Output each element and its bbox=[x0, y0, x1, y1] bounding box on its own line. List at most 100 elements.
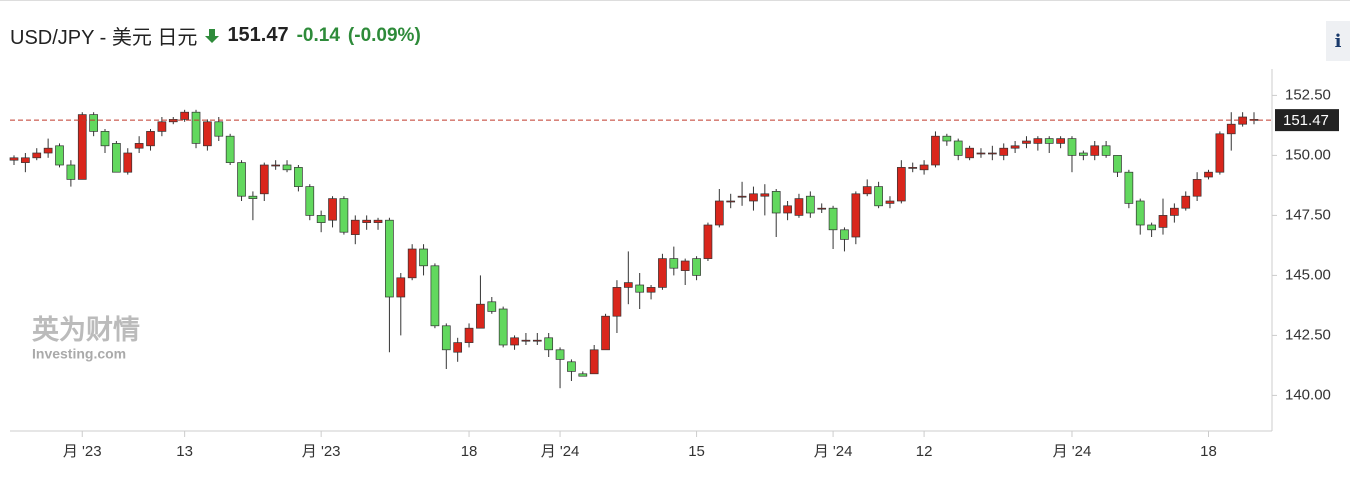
candle-body bbox=[851, 193, 861, 238]
y-tick-label: 142.50 bbox=[1285, 326, 1331, 343]
candle-body bbox=[953, 140, 963, 156]
candle-body bbox=[919, 164, 929, 171]
candle-body bbox=[1090, 145, 1100, 156]
candle-body bbox=[1079, 152, 1088, 156]
candle-body bbox=[123, 152, 133, 173]
candle-body bbox=[1147, 224, 1156, 231]
candle-body bbox=[1135, 200, 1145, 226]
candle-body bbox=[623, 282, 633, 288]
down-arrow bbox=[205, 28, 220, 43]
candle-body bbox=[567, 361, 576, 372]
candle-body bbox=[32, 152, 42, 159]
watermark-cn: 英为财情 bbox=[32, 315, 140, 345]
last-price-box bbox=[1275, 109, 1339, 132]
candle-body bbox=[987, 152, 997, 155]
x-tick-label: 18 bbox=[1200, 443, 1217, 460]
candle-body bbox=[749, 193, 758, 202]
last-price: 151.47 bbox=[227, 24, 289, 46]
candle-body bbox=[658, 258, 667, 288]
info-button[interactable]: i bbox=[1326, 21, 1350, 61]
candle-body bbox=[1056, 138, 1065, 144]
y-tick-label: 140.00 bbox=[1285, 386, 1331, 403]
candle-body bbox=[134, 143, 144, 149]
x-tick-label: 12 bbox=[916, 443, 933, 460]
candle-body bbox=[1215, 133, 1225, 173]
candle-body bbox=[510, 337, 519, 346]
pair-title: USD/JPY - 美元 日元 bbox=[10, 27, 198, 49]
candle-body bbox=[203, 121, 212, 147]
candle-body bbox=[259, 164, 269, 195]
candle-body bbox=[601, 315, 610, 351]
candle-body bbox=[385, 219, 394, 298]
candle-body bbox=[100, 131, 110, 147]
x-tick-label: 18 bbox=[461, 443, 478, 460]
candle-body bbox=[66, 164, 76, 180]
candle-body bbox=[112, 143, 121, 173]
candle-body bbox=[1022, 140, 1031, 144]
candle-body bbox=[783, 205, 792, 214]
candle-body bbox=[908, 167, 918, 169]
candle-body bbox=[225, 135, 235, 163]
candle-body bbox=[419, 248, 428, 267]
candle-body bbox=[612, 287, 622, 317]
candle-body bbox=[896, 167, 906, 202]
candle-body bbox=[999, 147, 1009, 156]
candle-body bbox=[1124, 171, 1134, 204]
candle-body bbox=[1181, 195, 1191, 209]
candle-body bbox=[714, 200, 724, 226]
candle-body bbox=[21, 157, 30, 163]
y-tick-label: 147.50 bbox=[1285, 206, 1331, 223]
candle-body bbox=[350, 219, 360, 235]
candle-body bbox=[874, 186, 883, 207]
candle-body bbox=[976, 152, 986, 155]
candle-body bbox=[1192, 179, 1202, 197]
candle-body bbox=[521, 339, 531, 342]
candle-body bbox=[680, 260, 690, 271]
candle-body bbox=[180, 111, 189, 120]
candle-body bbox=[1204, 171, 1213, 178]
y-tick-label: 150.00 bbox=[1285, 146, 1331, 163]
x-tick-label: 月 '23 bbox=[302, 443, 341, 460]
candle-body bbox=[43, 147, 53, 154]
candle-body bbox=[532, 339, 542, 342]
candle-body bbox=[1033, 138, 1043, 144]
last-price-label: 151.47 bbox=[1283, 112, 1329, 129]
candle-body bbox=[441, 325, 451, 351]
candle-body bbox=[828, 207, 838, 231]
candle-body bbox=[487, 301, 497, 312]
candle-body bbox=[396, 277, 406, 298]
candle-body bbox=[77, 114, 87, 180]
candle-body bbox=[328, 198, 337, 221]
candle-body bbox=[646, 287, 656, 293]
candle-body bbox=[339, 198, 349, 233]
candle-body bbox=[89, 114, 98, 132]
candle-body bbox=[214, 121, 224, 137]
candle-body bbox=[1044, 138, 1054, 144]
x-tick-label: 13 bbox=[176, 443, 193, 460]
candle-body bbox=[9, 157, 19, 161]
candle-body bbox=[316, 215, 326, 223]
candle-body bbox=[760, 193, 770, 197]
y-tick-label: 152.50 bbox=[1285, 86, 1331, 103]
candle-body bbox=[794, 198, 804, 216]
candle-body bbox=[669, 258, 679, 269]
candle-body bbox=[544, 337, 554, 351]
candle-body bbox=[578, 373, 588, 377]
candle-body bbox=[931, 135, 940, 166]
candle-body bbox=[1170, 207, 1179, 216]
candle-body bbox=[805, 195, 815, 214]
candle-body bbox=[1226, 123, 1236, 135]
candle-body bbox=[294, 167, 303, 187]
candle-body bbox=[1067, 138, 1077, 156]
candle-body bbox=[1113, 155, 1122, 173]
candle-body bbox=[942, 135, 952, 142]
candle-body bbox=[692, 258, 701, 276]
x-tick-label: 月 '24 bbox=[814, 443, 853, 460]
candle-body bbox=[885, 200, 895, 204]
candle-body bbox=[737, 195, 747, 198]
candle-body bbox=[771, 191, 781, 214]
candle-body bbox=[862, 186, 872, 195]
candle-body bbox=[146, 131, 155, 147]
candle-body bbox=[703, 224, 713, 259]
